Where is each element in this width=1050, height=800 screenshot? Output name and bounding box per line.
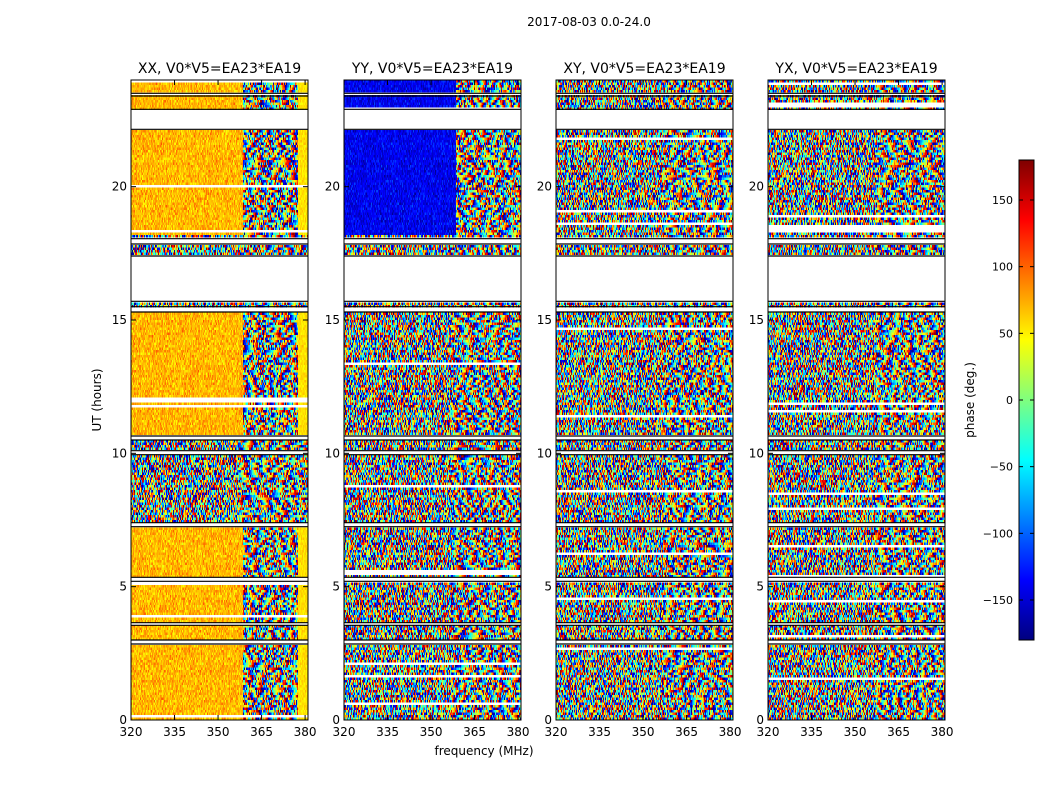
- panel-title: YX, V0*V5=EA23*EA19: [774, 61, 937, 77]
- x-tick-label: 335: [588, 725, 611, 739]
- y-tick-label: 15: [537, 313, 552, 327]
- y-axis-label: UT (hours): [90, 368, 104, 431]
- colorbar-tick-label: 50: [999, 327, 1013, 340]
- colorbar-tick-label: −100: [983, 527, 1013, 540]
- panels-group: XX, V0*V5=EA23*EA19 320 335 350 365 380 0 5 10 15…: [112, 61, 954, 739]
- panel-title: XY, V0*V5=EA23*EA19: [563, 61, 725, 77]
- waterfall-image: [131, 80, 308, 720]
- x-axis-label: frequency (MHz): [434, 744, 533, 758]
- y-tick-label: 5: [119, 580, 127, 594]
- y-tick-label: 0: [756, 713, 764, 727]
- x-tick-label: 320: [757, 725, 780, 739]
- y-tick-label: 15: [749, 313, 764, 327]
- x-tick-label: 380: [931, 725, 954, 739]
- waterfall-image: [768, 80, 945, 720]
- y-tick-label: 5: [332, 580, 340, 594]
- x-tick-label: 380: [719, 725, 742, 739]
- y-tick-label: 10: [325, 446, 340, 460]
- x-tick-label: 380: [507, 725, 530, 739]
- y-tick-label: 20: [749, 180, 764, 194]
- x-tick-label: 365: [250, 725, 273, 739]
- panel-frame: [767, 79, 946, 721]
- y-tick-label: 10: [537, 446, 552, 460]
- y-tick-label: 10: [112, 446, 127, 460]
- y-tick-label: 10: [749, 446, 764, 460]
- panel-frame: [130, 79, 309, 721]
- panel-title: XX, V0*V5=EA23*EA19: [138, 61, 301, 77]
- colorbar-tick-label: 100: [992, 261, 1013, 274]
- panel-title: YY, V0*V5=EA23*EA19: [351, 61, 513, 77]
- x-tick-label: 335: [376, 725, 399, 739]
- colorbar-tick-label: −50: [990, 461, 1013, 474]
- colorbar-tick-label: 150: [992, 194, 1013, 207]
- x-tick-label: 335: [800, 725, 823, 739]
- x-tick-label: 350: [844, 725, 867, 739]
- y-tick-label: 20: [112, 180, 127, 194]
- y-tick-label: 0: [332, 713, 340, 727]
- panel-frame: [343, 79, 522, 721]
- y-tick-label: 20: [325, 180, 340, 194]
- x-tick-label: 320: [120, 725, 143, 739]
- y-tick-label: 15: [325, 313, 340, 327]
- x-tick-label: 380: [294, 725, 317, 739]
- panel-1: XX, V0*V5=EA23*EA19 320 335 350 365 380 0 5 10 15…: [112, 61, 317, 739]
- x-tick-label: 320: [545, 725, 568, 739]
- y-tick-label: 0: [544, 713, 552, 727]
- colorbar-tick-label: 0: [1006, 394, 1013, 407]
- y-tick-label: 5: [544, 580, 552, 594]
- y-tick-label: 5: [756, 580, 764, 594]
- x-tick-label: 350: [632, 725, 655, 739]
- x-tick-label: 335: [163, 725, 186, 739]
- y-tick-label: 0: [119, 713, 127, 727]
- y-tick-label: 20: [537, 180, 552, 194]
- waterfall-image: [344, 80, 521, 720]
- colorbar-label: phase (deg.): [963, 362, 977, 438]
- panel-2: YY, V0*V5=EA23*EA19 320 335 350 365 380 0 5 10 15…: [325, 61, 530, 739]
- waterfall-image: [556, 80, 733, 720]
- x-tick-label: 365: [675, 725, 698, 739]
- panel-4: YX, V0*V5=EA23*EA19 320 335 350 365 380 0 5 10 15…: [749, 61, 954, 739]
- panel-frame: [555, 79, 734, 721]
- x-tick-label: 350: [207, 725, 230, 739]
- x-tick-label: 320: [333, 725, 356, 739]
- colorbar-tick-label: −150: [983, 594, 1013, 607]
- x-tick-label: 365: [463, 725, 486, 739]
- colorbar: −150 −100 −50 0 50 100 150 phase (deg.): [963, 159, 1035, 641]
- x-tick-label: 350: [420, 725, 443, 739]
- x-tick-label: 365: [887, 725, 910, 739]
- panel-3: XY, V0*V5=EA23*EA19 320 335 350 365 380 0 5 10 15…: [537, 61, 742, 739]
- y-tick-label: 15: [112, 313, 127, 327]
- figure-suptitle: 2017-08-03 0.0-24.0: [527, 15, 651, 29]
